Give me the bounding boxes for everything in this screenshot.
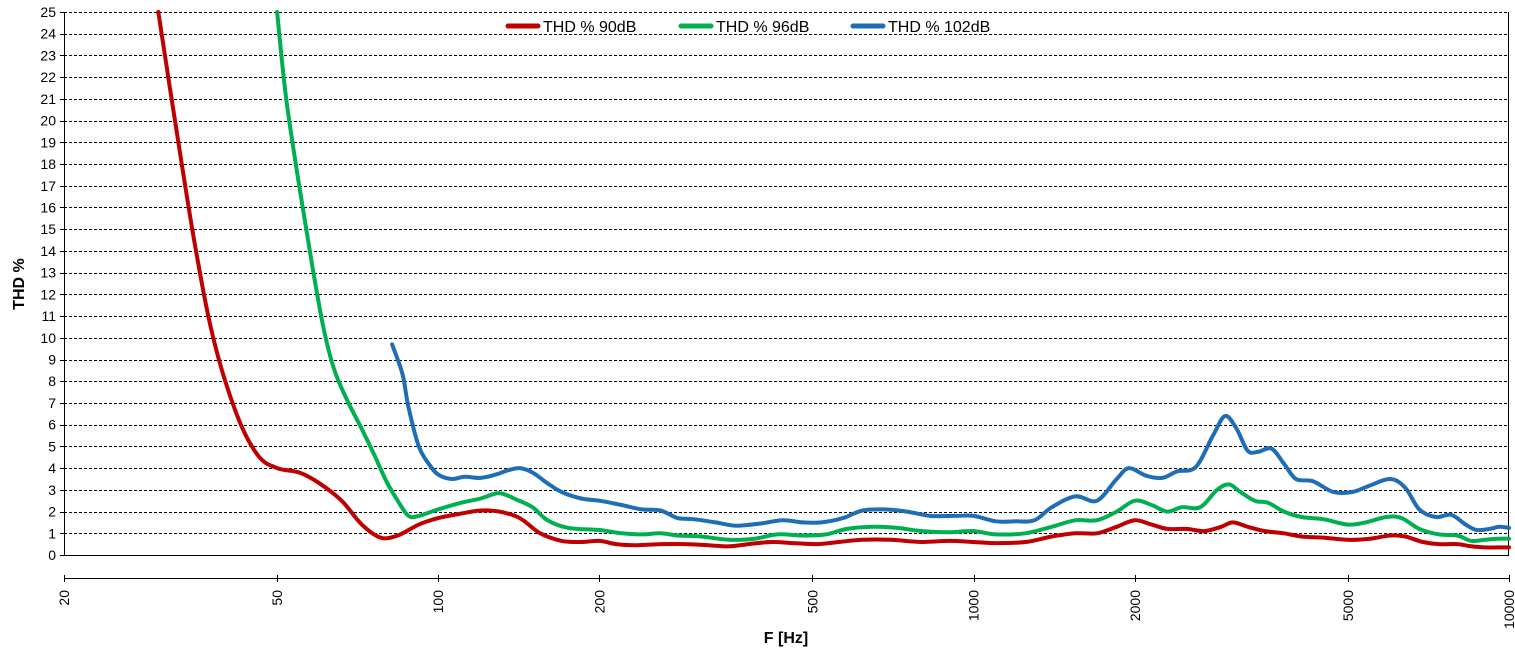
y-tick-label: 2 bbox=[48, 504, 56, 520]
y-tick-label: 8 bbox=[48, 373, 56, 389]
x-tick-label: 10000 bbox=[1501, 590, 1515, 629]
y-tick-label: 7 bbox=[48, 395, 56, 411]
y-tick-label: 22 bbox=[40, 69, 56, 85]
y-tick-label: 0 bbox=[48, 547, 56, 563]
y-tick-label: 1 bbox=[48, 525, 56, 541]
y-tick-label: 23 bbox=[40, 47, 56, 63]
y-tick-label: 24 bbox=[40, 26, 56, 42]
x-tick-label: 2000 bbox=[1127, 590, 1143, 621]
x-tick-label: 200 bbox=[591, 590, 607, 614]
y-tick-label: 20 bbox=[40, 113, 56, 129]
y-tick-label: 12 bbox=[40, 286, 56, 302]
y-tick-label: 6 bbox=[48, 417, 56, 433]
legend: THD % 90dB THD % 96dB THD % 102dB bbox=[505, 19, 990, 36]
x-tick-label: 500 bbox=[804, 590, 820, 614]
grid bbox=[64, 12, 1509, 534]
x-tick-label: 100 bbox=[430, 590, 446, 614]
series-line-3 bbox=[390, 342, 1511, 533]
y-tick-label: 21 bbox=[40, 91, 56, 107]
y-tick-label: 25 bbox=[40, 4, 56, 20]
x-tick-label: 5000 bbox=[1340, 590, 1356, 621]
y-tick-label: 19 bbox=[40, 134, 56, 150]
y-tick-label: 5 bbox=[48, 438, 56, 454]
y-tick-label: 14 bbox=[40, 243, 56, 259]
x-tick-label: 1000 bbox=[966, 590, 982, 621]
y-tick-label: 15 bbox=[40, 221, 56, 237]
y-tick-label: 9 bbox=[48, 352, 56, 368]
y-tick-label: 11 bbox=[41, 308, 56, 324]
y-tick-label: 10 bbox=[40, 330, 56, 346]
series-line-1 bbox=[156, 10, 1511, 550]
y-tick-label: 17 bbox=[40, 178, 56, 194]
y-tick-label: 16 bbox=[40, 199, 56, 215]
y-tick-label: 4 bbox=[48, 460, 56, 476]
legend-label-2: THD % 96dB bbox=[716, 19, 809, 36]
y-tick-label: 3 bbox=[48, 482, 56, 498]
legend-label-3: THD % 102dB bbox=[888, 19, 990, 36]
x-axis-title: F [Hz] bbox=[764, 630, 808, 647]
series-line-2 bbox=[275, 10, 1511, 544]
legend-label-1: THD % 90dB bbox=[543, 19, 636, 36]
x-tick-label: 20 bbox=[56, 590, 72, 606]
axes: 0123456789101112131415161718192021222324… bbox=[40, 4, 1515, 629]
y-tick-label: 18 bbox=[40, 156, 56, 172]
y-axis-title: THD % bbox=[11, 258, 28, 310]
series-layer bbox=[156, 10, 1511, 550]
y-tick-label: 13 bbox=[40, 265, 56, 281]
x-tick-label: 50 bbox=[269, 590, 285, 606]
